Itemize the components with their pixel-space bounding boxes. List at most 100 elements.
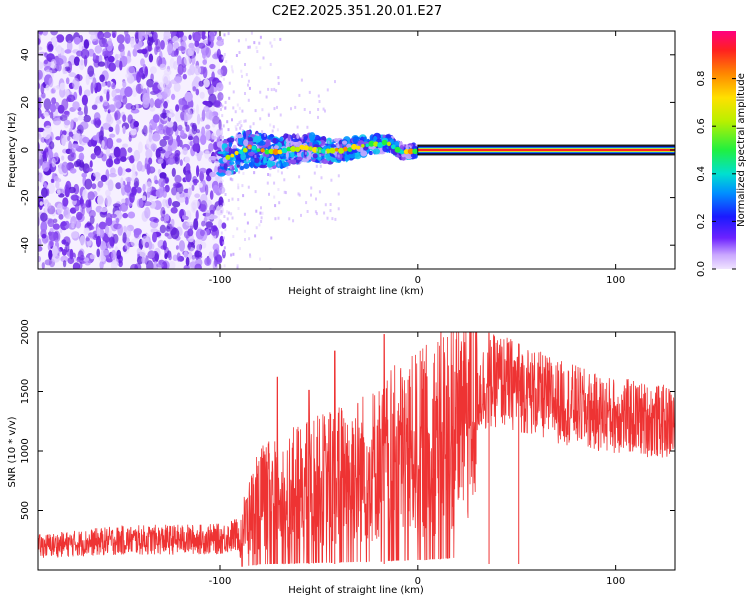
heatmap-speck [237, 207, 240, 210]
heatmap-peak-blob [238, 149, 244, 155]
heatmap-noise-cell [130, 105, 137, 111]
heatmap-peak-blob [394, 146, 401, 153]
heatmap-speck [298, 193, 301, 197]
heatmap-transition-cell [254, 157, 260, 164]
heatmap-noise-cell [159, 224, 166, 234]
heatmap-noise-cell [128, 66, 135, 74]
heatmap-speck [248, 146, 251, 150]
heatmap-noise-cell [72, 78, 80, 90]
heatmap-speck [331, 139, 334, 143]
heatmap-speck [243, 229, 246, 233]
heatmap-noise-cell [130, 128, 137, 136]
heatmap-transition-cell [226, 137, 235, 143]
heatmap-transition-cell [354, 152, 362, 160]
heatmap-noise-cell [56, 63, 62, 72]
heatmap-noise-cell [142, 93, 151, 105]
heatmap-speck [221, 104, 224, 108]
heatmap-speck [337, 174, 340, 178]
heatmap-noise-cell [127, 147, 133, 153]
heatmap-noise-cell [79, 262, 83, 269]
heatmap-transition-cell [279, 136, 284, 142]
heatmap-noise-cell [122, 143, 129, 148]
heatmap-peak-blob [412, 148, 418, 155]
heatmap-speck [264, 133, 266, 137]
heatmap-noise-cell [167, 134, 174, 146]
heatmap-noise-cell [120, 48, 125, 58]
heatmap-noise-cell [96, 119, 102, 126]
bottom-x-tick-label: 100 [606, 576, 625, 587]
heatmap-speck [232, 252, 235, 256]
heatmap-noise-cell [198, 183, 203, 188]
heatmap-speck [221, 185, 224, 188]
heatmap-noise-cell [122, 125, 126, 135]
heatmap-noise-cell [89, 160, 93, 168]
heatmap-noise-cell [210, 225, 218, 232]
colorbar-tick-label: 0.2 [696, 213, 707, 229]
heatmap-noise-cell [212, 184, 219, 194]
heatmap-noise-cell [95, 82, 102, 92]
heatmap-noise-cell [38, 189, 39, 193]
heatmap-noise-cell [184, 108, 193, 121]
bottom-y-tick-label: 1500 [20, 379, 31, 404]
heatmap-speck [279, 113, 282, 117]
heatmap-noise-cell [174, 149, 181, 157]
heatmap-noise-cell [86, 167, 93, 172]
heatmap-noise-cell [114, 110, 121, 121]
heatmap-speck [290, 107, 292, 111]
heatmap-speck [221, 38, 224, 42]
heatmap-speck [221, 114, 224, 118]
heatmap-transition-cell [289, 159, 298, 164]
heatmap-speck [232, 106, 235, 110]
heatmap-transition-cell [291, 138, 300, 142]
heatmap-noise-cell [209, 190, 214, 200]
heatmap-speck [224, 193, 227, 196]
heatmap-noise-cell [108, 126, 114, 132]
heatmap-transition-region [216, 78, 420, 223]
heatmap-speck [318, 149, 321, 153]
heatmap-noise-cell [122, 56, 128, 66]
heatmap-noise-cell [62, 197, 69, 207]
heatmap-noise-cell [53, 85, 60, 91]
heatmap-speck [313, 171, 316, 175]
heatmap-noise-cell [185, 124, 190, 132]
heatmap-speck [246, 158, 249, 162]
heatmap-noise-cell [61, 161, 69, 174]
heatmap-noise-cell [51, 97, 57, 105]
heatmap-noise-cell [192, 86, 197, 92]
heatmap-speck [231, 118, 233, 122]
heatmap-speck [224, 106, 227, 110]
heatmap-noise-cell [52, 245, 58, 257]
heatmap-transition-cell [312, 153, 318, 159]
heatmap-noise-cell [185, 170, 192, 183]
heatmap-noise-cell [191, 255, 196, 264]
heatmap-noise-cell [92, 52, 96, 60]
heatmap-transition-cell [217, 151, 226, 155]
heatmap-noise-cell [138, 68, 144, 78]
heatmap-noise-cell [115, 182, 122, 190]
heatmap-noise-cell [61, 249, 67, 256]
heatmap-noise-cell [72, 262, 80, 269]
heatmap-speck [220, 205, 222, 209]
heatmap-noise-cell [42, 150, 47, 159]
heatmap-noise-cell [105, 115, 114, 125]
heatmap-transition-cell [336, 144, 340, 148]
heatmap-signal-line [417, 149, 675, 151]
heatmap-transition-cell [296, 133, 300, 140]
heatmap-peak-blob [264, 149, 270, 155]
heatmap-noise-cell [85, 199, 91, 208]
heatmap-peak-blob [399, 150, 405, 155]
heatmap-transition-cell [247, 137, 253, 142]
heatmap-speck [310, 193, 312, 197]
heatmap-noise-cell [41, 262, 45, 269]
heatmap-noise-cell [120, 177, 124, 189]
heatmap-noise-cell [122, 232, 127, 244]
heatmap-speck [220, 127, 223, 131]
heatmap-noise-cell [65, 241, 70, 253]
heatmap-noise-cell [108, 62, 116, 72]
heatmap-noise-cell [116, 34, 125, 44]
heatmap-noise-cell [187, 136, 194, 141]
heatmap-noise-cell [79, 121, 89, 130]
heatmap-noise-cell [188, 34, 192, 41]
heatmap-noise-cell [195, 210, 199, 220]
heatmap-noise-cell [128, 135, 132, 142]
